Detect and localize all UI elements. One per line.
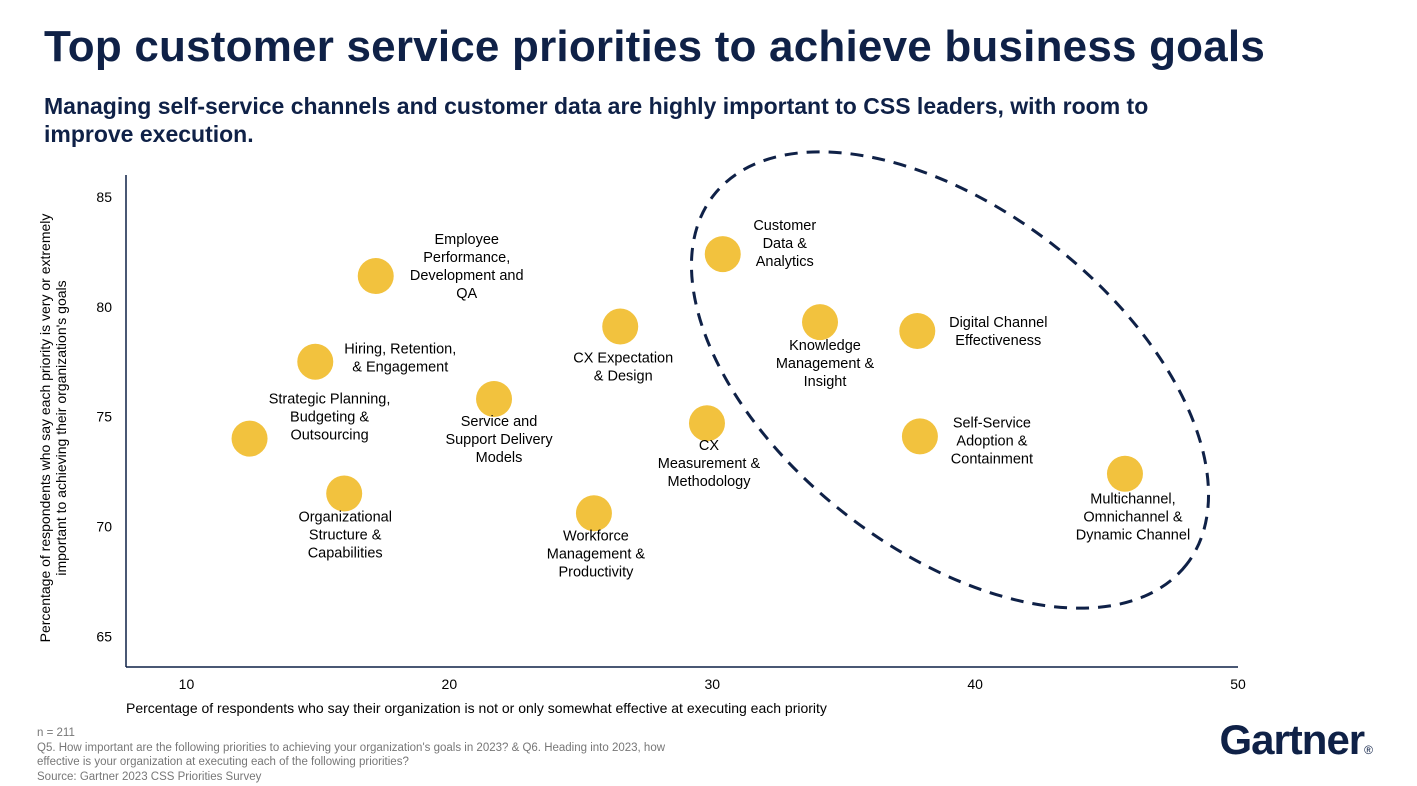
data-point-label-line: Employee <box>434 232 498 248</box>
data-point-label-line: Measurement & <box>658 456 761 472</box>
data-point-label-line: Strategic Planning, <box>269 392 391 408</box>
data-point-label-line: Support Delivery <box>445 432 553 448</box>
data-point-label-line: Outsourcing <box>290 428 368 444</box>
sample-size-note: n = 211 <box>37 727 75 739</box>
data-point-label-line: Capabilities <box>308 545 383 561</box>
logo-text: Gartner <box>1219 716 1365 763</box>
x-tick-label: 10 <box>179 676 195 692</box>
data-point <box>1106 455 1143 492</box>
data-point-label-line: Omnichannel & <box>1083 510 1182 526</box>
y-axis-title-line: Percentage of respondents who say each p… <box>37 214 53 643</box>
data-point-label-line: Structure & <box>309 527 382 543</box>
page-title: Top customer service priorities to achie… <box>44 22 1266 71</box>
data-point <box>602 308 639 345</box>
data-point-label-line: CX Expectation <box>573 351 673 367</box>
data-point-label-line: Dynamic Channel <box>1076 528 1190 544</box>
y-tick-label: 75 <box>96 409 112 425</box>
question-note-line-2: effective is your organization at execut… <box>37 756 409 768</box>
data-point <box>357 258 394 295</box>
data-point <box>297 343 334 380</box>
x-tick-label: 30 <box>704 676 720 692</box>
data-point-label-line: Budgeting & <box>290 410 369 426</box>
data-point-label-line: Management & <box>776 356 875 372</box>
data-point-label: Self-Service Adoption & Containment <box>951 415 1033 467</box>
data-point-label-line: Effectiveness <box>955 333 1041 349</box>
data-point-label: Organizational Structure & Capabilities <box>298 509 392 561</box>
data-point-label: Customer Data & Analytics <box>753 218 816 270</box>
data-point-label-line: Insight <box>804 374 847 390</box>
x-axis-title: Percentage of respondents who say their … <box>126 700 827 716</box>
data-point <box>704 236 741 273</box>
data-point-label-line: Hiring, Retention, <box>344 342 456 358</box>
data-point-label-line: Data & <box>763 236 808 252</box>
highlight-ellipse <box>689 150 1211 610</box>
data-point-label-line: Containment <box>951 451 1033 467</box>
data-point-label: Service and Support Delivery Models <box>445 414 553 466</box>
data-point-label-line: Organizational <box>298 509 392 525</box>
y-axis-title-line: important to achieving their organizatio… <box>53 280 69 575</box>
data-point-label-line: QA <box>456 286 477 302</box>
data-point-label-line: Service and <box>461 414 538 430</box>
data-point-label-line: & Engagement <box>352 360 448 376</box>
data-point-label: Strategic Planning, Budgeting & Outsourcin… <box>269 392 391 444</box>
data-point-label-line: Self-Service <box>953 415 1031 431</box>
data-point-label: Multichannel, Omnichannel & Dynamic Channe… <box>1076 492 1190 544</box>
data-point-label: Employee Performance, Development and QA <box>410 232 524 302</box>
data-point-label-line: Customer <box>753 218 816 234</box>
data-point-label-line: Methodology <box>667 474 751 490</box>
data-point-label: Hiring, Retention, & Engagement <box>344 342 456 376</box>
data-point-label-line: Management & <box>547 546 646 562</box>
data-point <box>688 405 725 442</box>
x-tick-label: 20 <box>442 676 458 692</box>
data-point-label: CX Measurement & Methodology <box>658 438 761 490</box>
data-point-label-line: Development and <box>410 268 524 284</box>
y-tick-label: 70 <box>96 518 112 534</box>
x-tick-label: 40 <box>967 676 983 692</box>
data-point <box>326 475 363 512</box>
data-point-label-line: Digital Channel <box>949 315 1047 331</box>
data-point-label-line: Productivity <box>558 564 634 580</box>
data-point-label: CX Expectation & Design <box>573 351 673 385</box>
y-tick-label: 80 <box>96 299 112 315</box>
data-point-label-line: Models <box>476 450 523 466</box>
footnotes: n = 211 Q5. How important are the follow… <box>37 726 737 784</box>
data-point-label-line: Analytics <box>756 254 814 270</box>
y-tick-label: 65 <box>96 628 112 644</box>
data-point-label: Digital Channel Effectiveness <box>949 315 1047 349</box>
data-point-label: Knowledge Management & Insight <box>776 338 875 390</box>
data-point-label-line: Knowledge <box>789 338 861 354</box>
data-point <box>802 304 839 341</box>
x-tick-label: 50 <box>1230 676 1246 692</box>
data-point <box>575 495 612 532</box>
data-point-label: Workforce Management & Productivity <box>547 528 646 580</box>
data-point <box>476 381 513 418</box>
data-point-label-line: Adoption & <box>956 433 1027 449</box>
source-note: Source: Gartner 2023 CSS Priorities Surv… <box>37 770 262 783</box>
data-point-label-line: Workforce <box>563 528 629 544</box>
page-subtitle: Managing self-service channels and custo… <box>44 93 1149 147</box>
data-point-label-line: CX <box>699 438 719 454</box>
y-tick-label: 85 <box>96 189 112 205</box>
data-point-label-line: Multichannel, <box>1090 492 1175 508</box>
data-point <box>231 420 268 457</box>
data-point-label-line: & Design <box>594 369 653 385</box>
data-point <box>899 312 936 349</box>
data-point <box>901 418 938 455</box>
data-point-label-line: Performance, <box>423 250 510 266</box>
gartner-logo: Gartner® <box>1219 716 1373 764</box>
registered-mark: ® <box>1364 743 1373 757</box>
question-note-line-1: Q5. How important are the following prio… <box>37 741 666 754</box>
